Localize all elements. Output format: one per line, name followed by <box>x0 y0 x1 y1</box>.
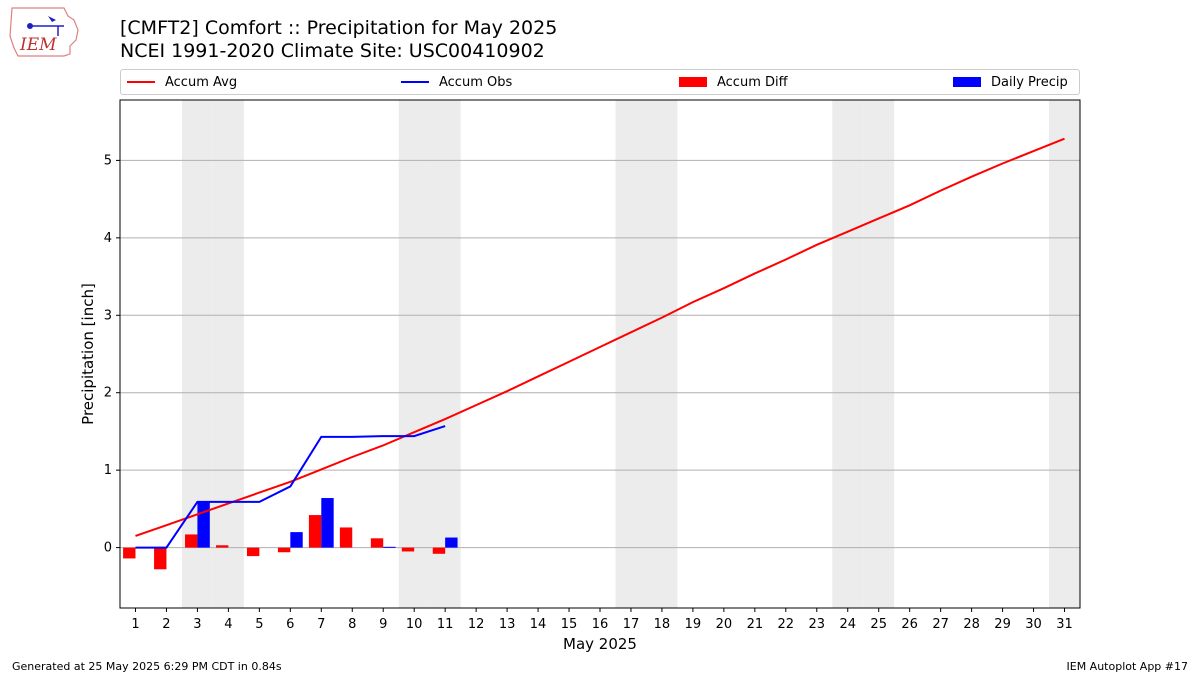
x-tick-label: 13 <box>499 617 516 632</box>
x-tick-label: 15 <box>561 617 578 632</box>
iem-logo: IEM <box>9 7 79 57</box>
x-tick-label: 30 <box>1025 617 1042 632</box>
x-tick-label: 5 <box>255 617 263 632</box>
x-tick-label: 23 <box>809 617 826 632</box>
x-tick-label: 2 <box>162 617 170 632</box>
chart-title: [CMFT2] Comfort :: Precipitation for May… <box>120 17 558 39</box>
weekend-shade <box>615 100 647 608</box>
accum-diff-bar <box>339 527 353 548</box>
x-tick-label: 25 <box>870 617 887 632</box>
x-tick-label: 14 <box>530 617 547 632</box>
x-tick-label: 10 <box>406 617 423 632</box>
x-tick-label: 9 <box>379 617 387 632</box>
x-tick-label: 22 <box>778 617 795 632</box>
daily-precip-bar <box>197 501 210 548</box>
chart-subtitle: NCEI 1991-2020 Climate Site: USC00410902 <box>120 40 545 62</box>
x-tick-label: 20 <box>716 617 733 632</box>
x-tick-label: 17 <box>623 617 640 632</box>
x-tick-label: 7 <box>317 617 325 632</box>
x-tick-label: 12 <box>468 617 485 632</box>
x-tick-label: 28 <box>963 617 980 632</box>
plot-frame <box>119 99 1081 609</box>
accum-diff-bar <box>185 534 198 548</box>
y-tick-label: 2 <box>104 386 112 401</box>
daily-precip-bar <box>445 537 458 548</box>
x-tick-label: 31 <box>1056 617 1073 632</box>
accum-diff-bar <box>154 547 167 570</box>
weekend-shade <box>832 100 864 608</box>
accum-diff-bar <box>370 538 384 548</box>
legend-label: Daily Precip <box>991 74 1068 90</box>
legend-label: Accum Avg <box>165 74 238 90</box>
x-tick-label: 1 <box>131 617 139 632</box>
legend-item-accum-avg: Accum Avg <box>127 70 237 94</box>
x-tick-label: 21 <box>747 617 764 632</box>
logo-text: IEM <box>19 35 57 55</box>
x-tick-label: 18 <box>654 617 671 632</box>
weekend-shade <box>429 100 461 608</box>
x-tick-label: 26 <box>901 617 918 632</box>
accum-diff-bar <box>432 547 446 554</box>
x-tick-label: 6 <box>286 617 294 632</box>
legend-item-accum-obs: Accum Obs <box>401 70 512 94</box>
app-credit: IEM Autoplot App #17 <box>1066 660 1189 673</box>
accum-diff-bar <box>123 547 136 559</box>
y-tick-label: 4 <box>104 231 112 246</box>
weekend-shade <box>863 100 895 608</box>
legend-swatch <box>127 81 155 83</box>
x-axis-label: May 2025 <box>563 635 637 653</box>
generated-note: Generated at 25 May 2025 6:29 PM CDT in … <box>12 660 282 673</box>
y-tick-label: 1 <box>104 463 112 478</box>
x-tick-label: 3 <box>193 617 201 632</box>
accum-obs-line <box>135 425 446 549</box>
y-tick-label: 5 <box>104 153 112 168</box>
legend-item-daily-precip: Daily Precip <box>953 70 1068 94</box>
daily-precip-bar <box>290 532 303 548</box>
x-tick-label: 4 <box>224 617 232 632</box>
daily-precip-bar <box>383 546 396 548</box>
chart-legend: Accum Avg Accum Obs Accum Diff Daily Pre… <box>120 69 1080 95</box>
weekend-shade <box>1049 100 1080 608</box>
x-tick-label: 8 <box>348 617 356 632</box>
x-tick-label: 19 <box>685 617 702 632</box>
legend-item-accum-diff: Accum Diff <box>679 70 788 94</box>
legend-swatch <box>679 77 707 87</box>
legend-label: Accum Diff <box>717 74 788 90</box>
y-axis-label: Precipitation [inch] <box>79 283 97 425</box>
legend-swatch <box>953 77 981 87</box>
accum-diff-bar <box>277 547 291 553</box>
accum-diff-bar <box>401 547 415 552</box>
y-tick-label: 3 <box>104 308 112 323</box>
x-tick-label: 11 <box>437 617 454 632</box>
legend-label: Accum Obs <box>439 74 513 90</box>
y-tick-label: 0 <box>104 541 112 556</box>
weekend-shade <box>646 100 678 608</box>
x-tick-label: 29 <box>994 617 1011 632</box>
x-tick-label: 24 <box>839 617 856 632</box>
accum-diff-bar <box>246 547 260 557</box>
weekend-shade <box>212 100 244 608</box>
accum-diff-bar <box>216 545 229 548</box>
x-tick-label: 27 <box>932 617 949 632</box>
weekend-shade <box>398 100 430 608</box>
daily-precip-bar <box>321 498 334 548</box>
accum-avg-line <box>135 137 1065 537</box>
x-tick-label: 16 <box>592 617 609 632</box>
legend-swatch <box>401 81 429 83</box>
accum-diff-bar <box>308 515 322 548</box>
